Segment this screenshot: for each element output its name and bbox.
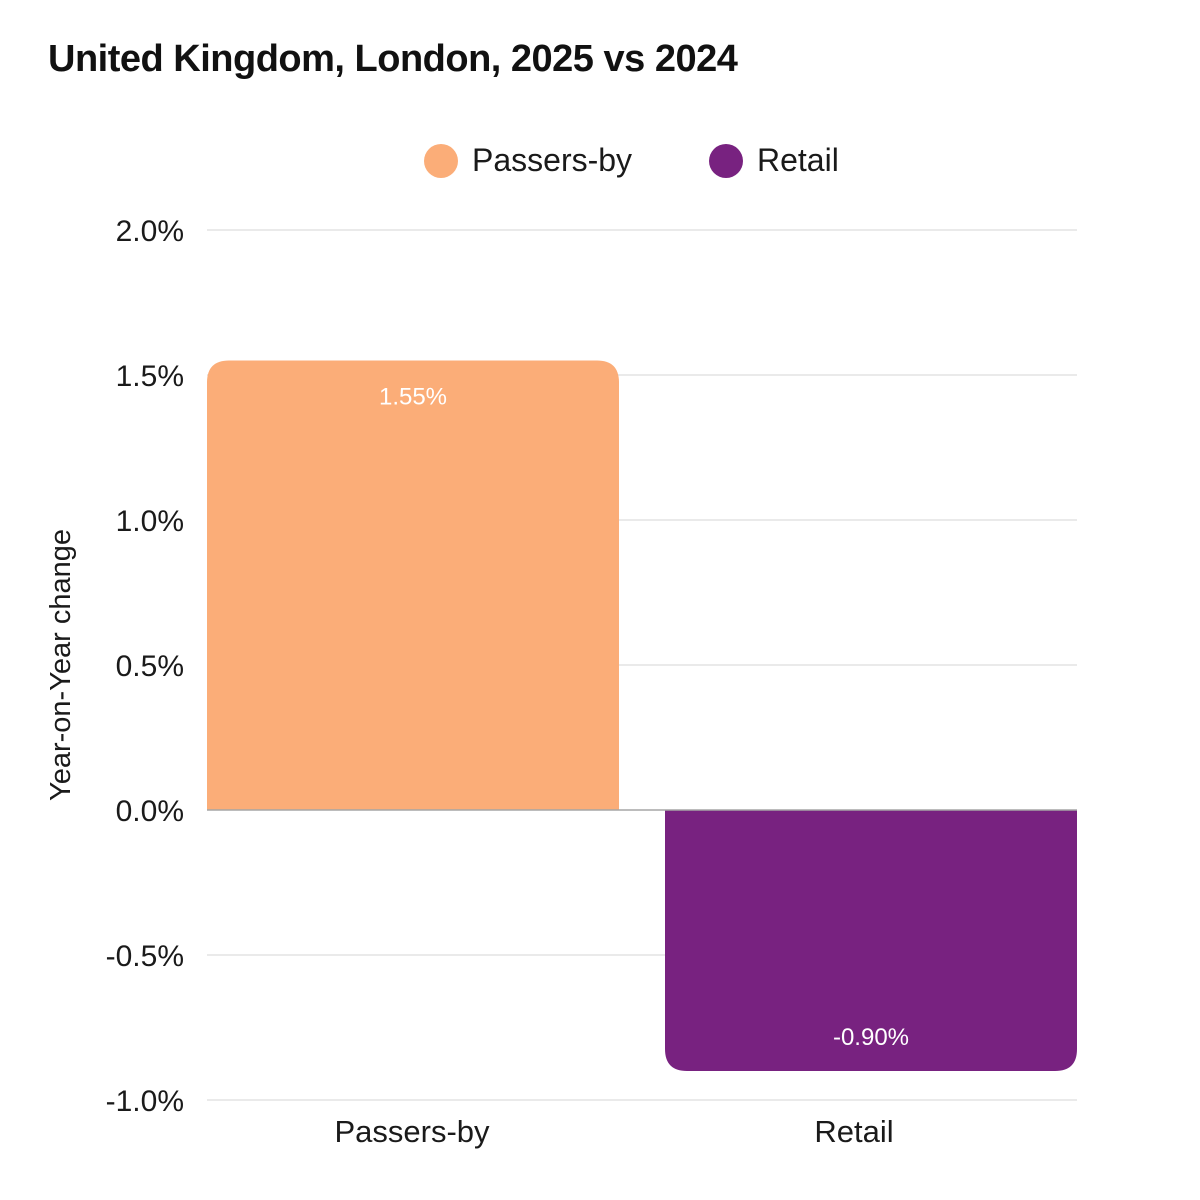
legend-item-passers-by[interactable]: Passers-by [424, 142, 632, 179]
x-tick-label-passers-by: Passers-by [334, 1114, 490, 1149]
legend-swatch-passers-by [424, 143, 458, 178]
legend-label-retail: Retail [757, 142, 839, 178]
legend-swatch-retail [709, 143, 743, 178]
data-label-passers-by: 1.55% [379, 384, 447, 411]
y-tick-label: -1.0% [106, 1085, 184, 1118]
bar-retail [665, 810, 1077, 1071]
y-tick-label: 2.0% [116, 215, 184, 248]
bar-passers-by [207, 360, 619, 810]
legend: Passers-by Retail [0, 142, 1200, 192]
y-tick-label: -0.5% [106, 940, 184, 973]
legend-item-retail[interactable]: Retail [709, 142, 839, 179]
y-axis-label: Year-on-Year change [45, 529, 77, 801]
chart-title: United Kingdom, London, 2025 vs 2024 [48, 38, 738, 80]
y-tick-label: 0.5% [116, 650, 184, 683]
x-tick-label-retail: Retail [814, 1114, 893, 1149]
y-tick-label: 1.0% [116, 505, 184, 538]
legend-label-passers-by: Passers-by [472, 142, 633, 178]
data-label-retail: -0.90% [833, 1024, 909, 1051]
y-tick-label: 0.0% [116, 795, 184, 828]
y-tick-label: 1.5% [116, 360, 184, 393]
